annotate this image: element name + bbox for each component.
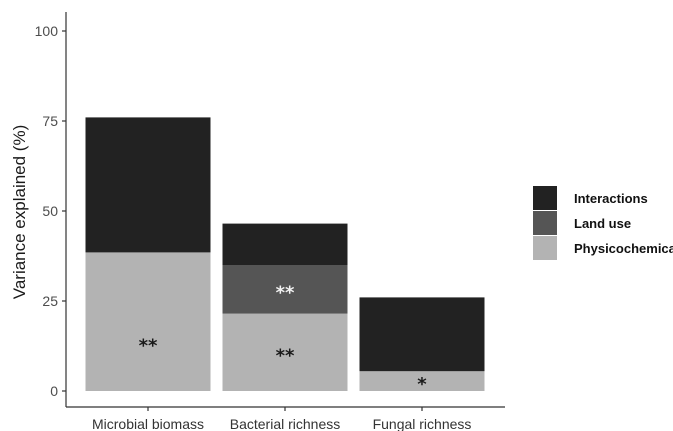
y-tick-label: 25 bbox=[42, 293, 58, 309]
legend-swatch-physicochemical bbox=[533, 236, 557, 260]
y-axis: 0 25 50 75 100 bbox=[35, 12, 67, 407]
legend-label: Land use bbox=[574, 216, 631, 231]
significance-label: ** bbox=[276, 345, 295, 366]
legend-swatch-land-use bbox=[533, 211, 557, 235]
y-tick-label: 50 bbox=[42, 203, 58, 219]
bar-segment-interactions-2 bbox=[359, 297, 485, 372]
x-tick-label: Microbial biomass bbox=[92, 416, 204, 431]
plot-area: ** ***** bbox=[85, 117, 485, 395]
significance-label: ** bbox=[276, 282, 295, 303]
bar-segment-interactions-0 bbox=[85, 117, 211, 253]
legend-label: Interactions bbox=[574, 191, 648, 206]
significance-label: ** bbox=[139, 335, 158, 356]
bar-segment-physicochemical-1 bbox=[222, 313, 348, 391]
y-tick-label: 100 bbox=[35, 23, 59, 39]
significance-label: * bbox=[417, 374, 427, 395]
legend-label: Physicochemical bbox=[574, 241, 673, 256]
y-tick-label: 0 bbox=[50, 383, 58, 399]
legend: Interactions Land use Physicochemical bbox=[533, 186, 673, 260]
bar-segment-land-use-1 bbox=[222, 265, 348, 314]
bar-segment-physicochemical-2 bbox=[359, 371, 485, 391]
y-axis-title: Variance explained (%) bbox=[10, 125, 29, 300]
legend-swatch-interactions bbox=[533, 186, 557, 210]
x-tick-label: Bacterial richness bbox=[230, 416, 341, 431]
bar-segment-physicochemical-0 bbox=[85, 252, 211, 391]
x-tick-label: Fungal richness bbox=[373, 416, 472, 431]
y-tick-label: 75 bbox=[42, 113, 58, 129]
x-axis: Microbial biomass Bacterial richness Funga… bbox=[66, 406, 505, 431]
bar-segment-interactions-1 bbox=[222, 223, 348, 265]
